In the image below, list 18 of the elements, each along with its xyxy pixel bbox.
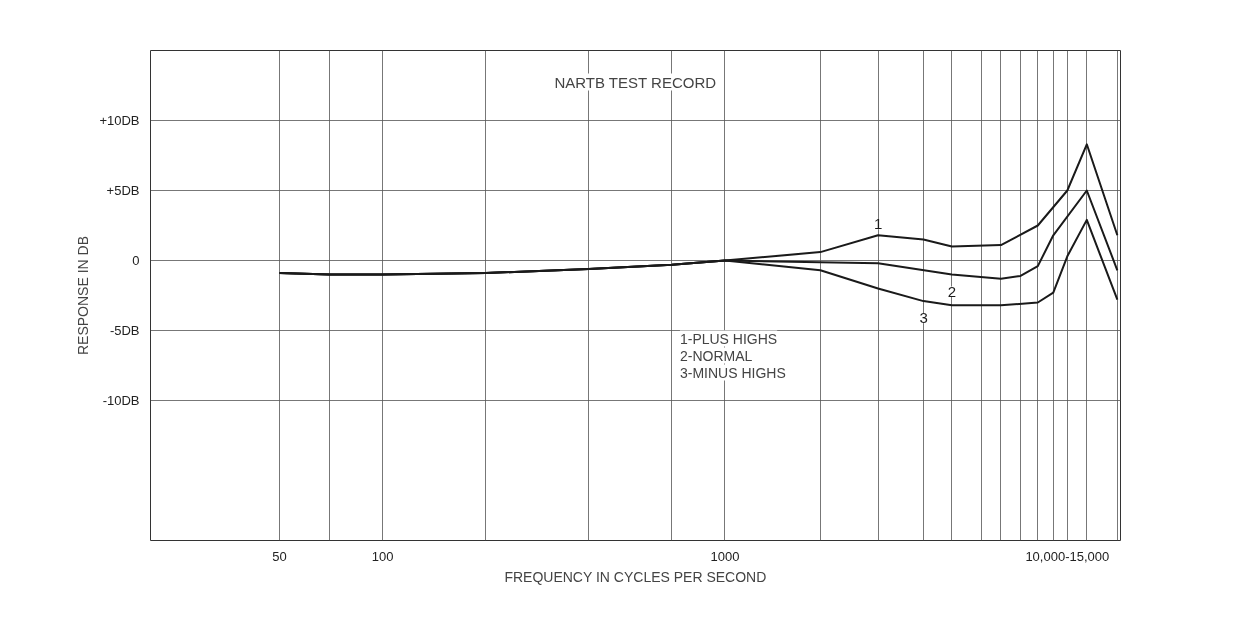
- annotation: 3-MINUS HIGHS: [679, 364, 786, 381]
- y-tick-label: -10DB: [102, 393, 140, 408]
- x-tick-label: 50: [272, 548, 287, 564]
- x-axis-title: FREQUENCY IN CYCLES PER SECOND: [504, 568, 767, 585]
- y-tick-label: -5DB: [109, 323, 140, 338]
- text: NARTB TEST RECORD: [554, 73, 717, 91]
- x-tick-label: 100: [371, 548, 394, 564]
- series-label: 3: [919, 309, 928, 327]
- x-tick-label: 10,000-15,000: [1025, 548, 1110, 564]
- series-label: 2: [947, 282, 957, 300]
- y-tick-label: +10DB: [99, 113, 140, 128]
- y-axis-title: RESPONSE IN DB: [75, 235, 92, 356]
- annotation: 2-NORMAL: [679, 347, 753, 364]
- x-tick-label: 1000: [710, 548, 740, 564]
- y-tick-label: +5DB: [106, 183, 140, 198]
- y-tick-label: 0: [132, 253, 140, 268]
- annotation: 1-PLUS HIGHS: [679, 330, 778, 347]
- series-label: 1: [874, 215, 883, 233]
